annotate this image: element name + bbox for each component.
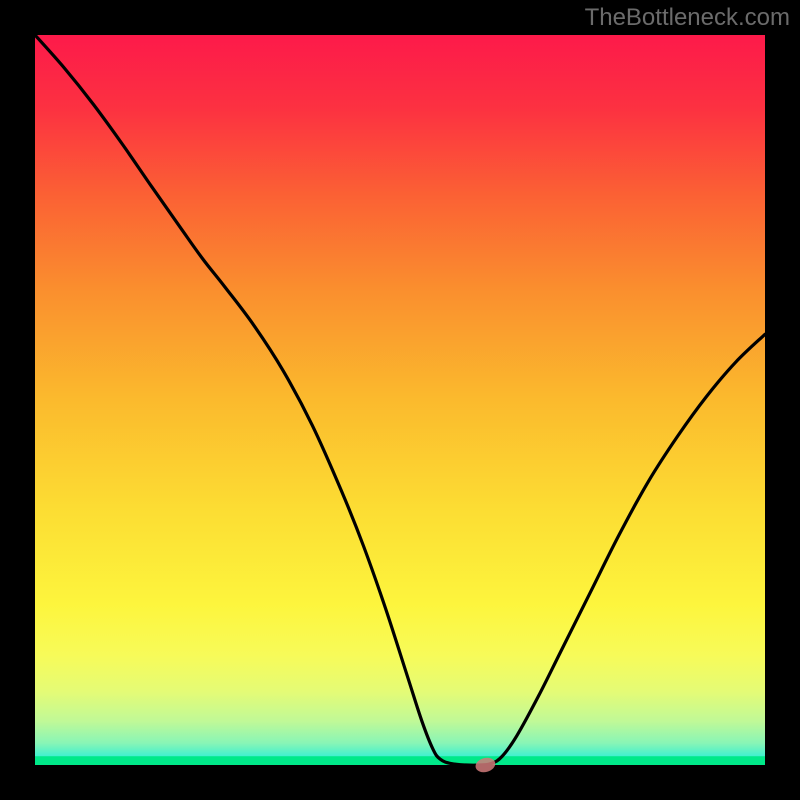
chart-stage: TheBottleneck.com [0,0,800,800]
watermark-text: TheBottleneck.com [585,4,790,32]
chart-svg [0,0,800,800]
bottom-green-band [35,756,765,765]
